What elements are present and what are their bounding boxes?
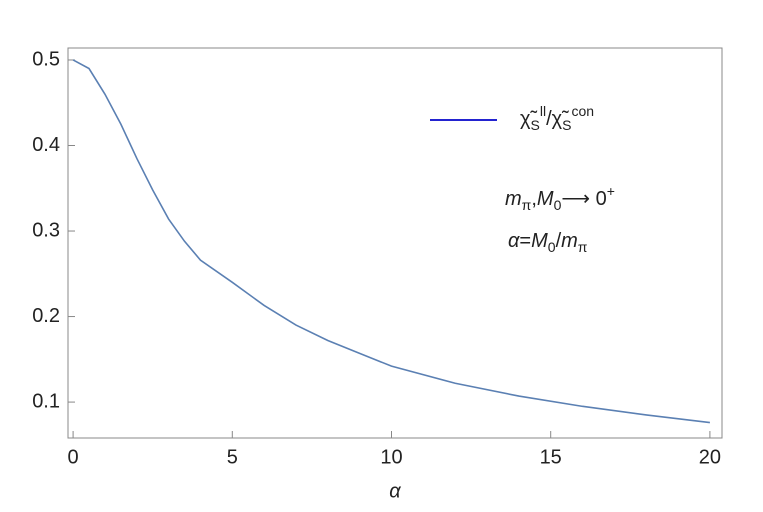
text-part: ⟶ 0 [561, 188, 606, 210]
plot-frame [67, 47, 723, 439]
x-tick-label: 20 [699, 446, 721, 468]
text-part: M [531, 230, 548, 252]
text-part: α [508, 230, 520, 252]
annotation: mπ,M0⟶ 0+ [505, 183, 615, 213]
text-part: m [561, 230, 578, 252]
y-tick-label: 0.1 [32, 390, 60, 412]
x-tick-label: 5 [227, 446, 238, 468]
y-tick-label: 0.3 [32, 219, 60, 241]
annotation: α=M0/mπ [508, 230, 588, 254]
x-tick-label: 0 [68, 446, 79, 468]
y-tick-label: 0.5 [32, 48, 60, 70]
text-part: 0 [554, 197, 562, 213]
text-part: S [531, 117, 540, 133]
text-part: π [522, 197, 532, 213]
text-part: , [531, 188, 537, 210]
text-part: 0 [548, 239, 556, 255]
text-part: π [578, 239, 588, 255]
text-part: = [519, 230, 531, 252]
y-tick-label: 0.2 [32, 305, 60, 327]
x-tick-label: 15 [540, 446, 562, 468]
text-part: / [556, 230, 562, 252]
text-part: ll [540, 103, 546, 119]
text-part: M [537, 188, 554, 210]
y-tick-label: 0.4 [32, 134, 60, 156]
text-part: m [505, 188, 522, 210]
text-part: + [607, 183, 615, 199]
text-part: S [562, 117, 571, 133]
x-tick-label: 10 [380, 446, 402, 468]
legend-label: χ̃Sll/χ̃Scon [520, 103, 594, 133]
text-part: con [571, 103, 594, 119]
x-axis-label: α [389, 480, 401, 502]
data-line [72, 59, 710, 424]
